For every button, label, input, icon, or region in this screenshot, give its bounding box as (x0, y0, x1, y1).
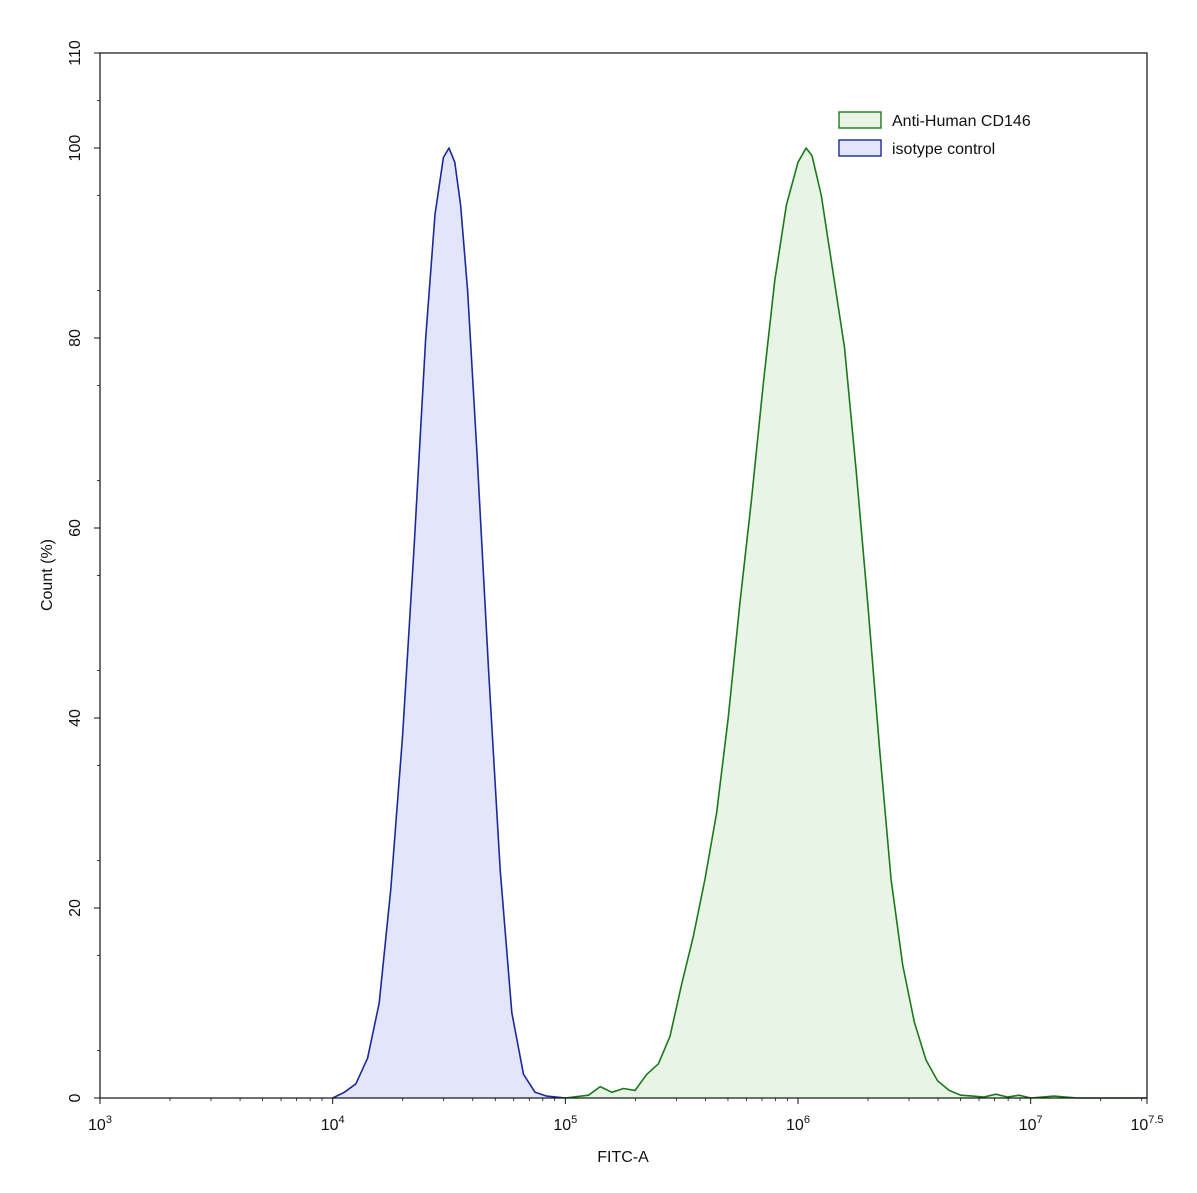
x-axis-ticks: 103 104 105 106 107 107.5 (88, 1098, 1164, 1134)
y-tick-label: 110 (67, 40, 84, 66)
x-tick-label: 107 (1019, 1114, 1043, 1134)
x-axis-title: FITC-A (597, 1149, 649, 1166)
legend-swatch (838, 111, 882, 129)
legend: Anti-Human CD146 isotype control (838, 111, 1031, 158)
series-line-1 (332, 147, 566, 1099)
series-area-1 (332, 148, 566, 1098)
y-tick-label: 40 (67, 709, 84, 727)
x-tick-label: 103 (88, 1114, 112, 1134)
legend-label: isotype control (892, 141, 995, 158)
x-tick-label: 105 (553, 1114, 577, 1134)
y-tick-label: 100 (67, 135, 84, 162)
y-tick-label: 80 (67, 329, 84, 347)
y-tick-label: 60 (67, 519, 84, 537)
y-tick-label: 0 (67, 1093, 84, 1102)
series-area-0 (565, 148, 1147, 1098)
legend-label: Anti-Human CD146 (892, 113, 1031, 130)
legend-swatch (838, 139, 882, 157)
y-axis-ticks: 0 20 40 60 80 100 110 (67, 40, 100, 1102)
y-axis-title: Count (%) (39, 539, 56, 611)
x-tick-label: 106 (786, 1114, 810, 1134)
x-tick-label: 104 (321, 1114, 345, 1134)
series-layer (332, 147, 1147, 1099)
y-tick-label: 20 (67, 899, 84, 917)
series-line-0 (565, 147, 1147, 1099)
x-tick-label: 107.5 (1130, 1114, 1163, 1134)
